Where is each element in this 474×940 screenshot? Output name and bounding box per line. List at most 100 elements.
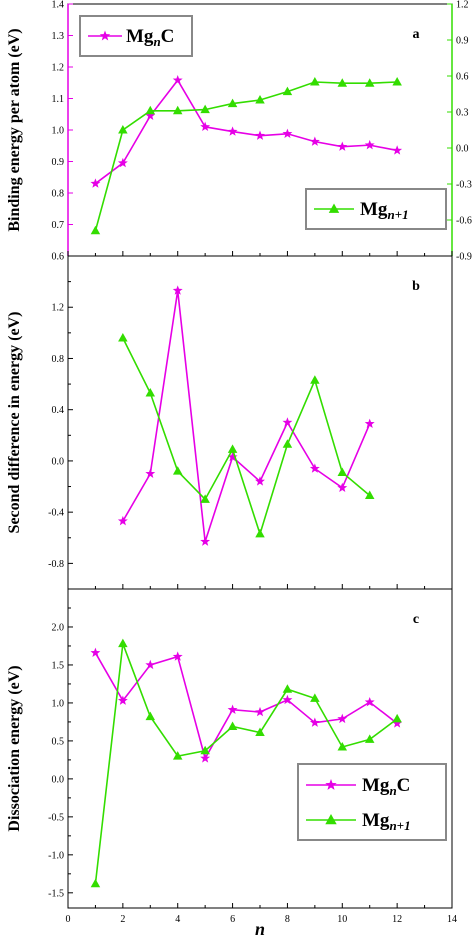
data-point-mgn1	[227, 721, 238, 730]
data-point-mgnc	[172, 285, 183, 295]
y-tick-label: 0.9	[52, 157, 65, 168]
y-tick-label: 1.4	[52, 0, 65, 11]
x-tick-label: 12	[392, 914, 402, 925]
legend-panel-c: MgnC Mgn+1	[297, 763, 447, 841]
legend-box	[297, 763, 447, 841]
y-tick-label: 1.3	[52, 31, 65, 42]
series-line-mgn1	[94, 643, 398, 884]
data-point-mgnc	[392, 145, 403, 155]
y2-tick-label: -0.3	[456, 180, 472, 191]
data-point-mgn1	[310, 77, 320, 86]
data-point-mgn1	[227, 444, 238, 453]
y-axis-label: Dissociation energy (eV)	[6, 665, 23, 831]
x-tick-label: 6	[230, 914, 235, 925]
y-tick-label: -1.5	[48, 888, 64, 899]
legend-label: MgnC	[126, 26, 174, 49]
panel-letter: a	[413, 27, 420, 42]
data-point-mgnc	[255, 476, 265, 486]
y-tick-label: -0.4	[48, 508, 64, 519]
plot-frame	[67, 588, 453, 909]
y2-tick-label: -0.6	[456, 216, 472, 227]
data-point-mgn1	[282, 86, 293, 96]
data-point-mgnc	[364, 696, 375, 707]
legend-mgn1: Mgn+1	[305, 188, 447, 230]
data-point-mgn1	[364, 78, 375, 87]
data-point-mgn1	[90, 878, 101, 888]
data-point-mgn1	[364, 734, 375, 743]
y-tick-label: 1.0	[52, 126, 65, 137]
data-point-mgn1	[255, 528, 265, 538]
data-point-mgn1	[172, 466, 183, 475]
panel-b: -0.8 -0.4 0.0 0.4 0.8 1.2 Second difference in…	[6, 255, 453, 590]
x-tick-label: 14	[447, 914, 457, 925]
data-point-mgn1	[255, 95, 265, 104]
data-point-mgnc	[309, 463, 320, 473]
series-line-mgn1	[122, 337, 371, 537]
data-point-mgnc	[117, 515, 128, 526]
legend-triangle-icon	[328, 203, 340, 213]
legend-label: Mgn+1	[360, 199, 409, 222]
y-tick-label: 1.0	[52, 698, 65, 709]
legend-mgnc: MgnC	[79, 15, 193, 57]
y-tick-label: 1.2	[52, 63, 65, 74]
legend-star-icon	[99, 30, 111, 41]
data-point-mgnc	[309, 717, 320, 727]
series-line-mgnc	[94, 652, 398, 761]
data-point-mgnc	[145, 659, 156, 670]
data-point-mgn1	[255, 727, 265, 737]
data-point-mgnc	[117, 157, 128, 168]
y-tick-label: 0.8	[52, 189, 65, 200]
data-point-mgnc	[337, 713, 348, 724]
data-point-mgnc	[392, 718, 403, 728]
y-tick-label: -0.8	[48, 559, 64, 570]
data-point-mgn1	[145, 711, 156, 721]
panel-c: -1.5 -1.0 -0.5 0.0 0.5 1.0 1.5 2.0 0 2 4 6 8 10 12 14 Di…	[6, 588, 457, 925]
data-point-mgnc	[227, 704, 238, 714]
x-tick-label: 4	[175, 914, 180, 925]
y-tick-label: 0.0	[52, 456, 65, 467]
data-point-mgnc	[145, 110, 156, 121]
data-point-mgnc	[117, 695, 128, 705]
panel-letter: c	[413, 612, 419, 627]
data-point-mgnc	[145, 468, 156, 478]
y-tick-label: 0.0	[52, 774, 65, 785]
data-point-mgnc	[282, 417, 293, 427]
y2-tick-label: -0.9	[456, 252, 472, 263]
data-point-mgnc	[172, 75, 183, 85]
y-tick-label: -1.0	[48, 850, 64, 861]
y-axis-label: Binding energy per atom (eV)	[6, 28, 23, 231]
data-point-mgnc	[200, 536, 211, 546]
x-tick-label: 0	[66, 914, 71, 925]
data-point-mgnc	[337, 141, 348, 151]
y-axis-label: Second difference in energy (eV)	[6, 312, 23, 534]
data-point-mgn1	[392, 77, 402, 86]
y2-tick-label: 1.2	[456, 0, 469, 11]
data-point-mgnc	[255, 130, 265, 140]
data-point-mgn1	[145, 388, 156, 397]
y-tick-label: 1.1	[52, 94, 65, 105]
data-point-mgnc	[200, 121, 211, 132]
y-tick-label: 0.6	[52, 252, 65, 263]
data-point-mgnc	[337, 482, 348, 493]
data-point-mgnc	[172, 651, 183, 661]
data-point-mgnc	[282, 694, 293, 705]
data-point-mgnc	[90, 647, 101, 658]
panel-letter: b	[412, 279, 420, 294]
x-tick-label: 2	[120, 914, 125, 925]
y-tick-label: -0.5	[48, 812, 64, 823]
data-point-mgnc	[227, 451, 238, 462]
data-point-mgnc	[255, 706, 265, 717]
y2-tick-label: 0.9	[456, 36, 469, 47]
data-point-mgn1	[172, 751, 183, 760]
x-tick-label: 8	[285, 914, 290, 925]
y2-tick-label: 0.3	[456, 108, 469, 119]
y-tick-label: 0.5	[52, 736, 65, 747]
legend-label: Mgn+1	[362, 810, 411, 833]
data-point-mgn1	[337, 467, 348, 476]
data-point-mgnc	[309, 136, 320, 146]
data-point-mgn1	[282, 684, 293, 693]
data-point-mgn1	[118, 638, 128, 648]
x-tick-label: 10	[337, 914, 347, 925]
y2-tick-label: 0.6	[456, 72, 469, 83]
data-point-mgn1	[310, 375, 320, 384]
